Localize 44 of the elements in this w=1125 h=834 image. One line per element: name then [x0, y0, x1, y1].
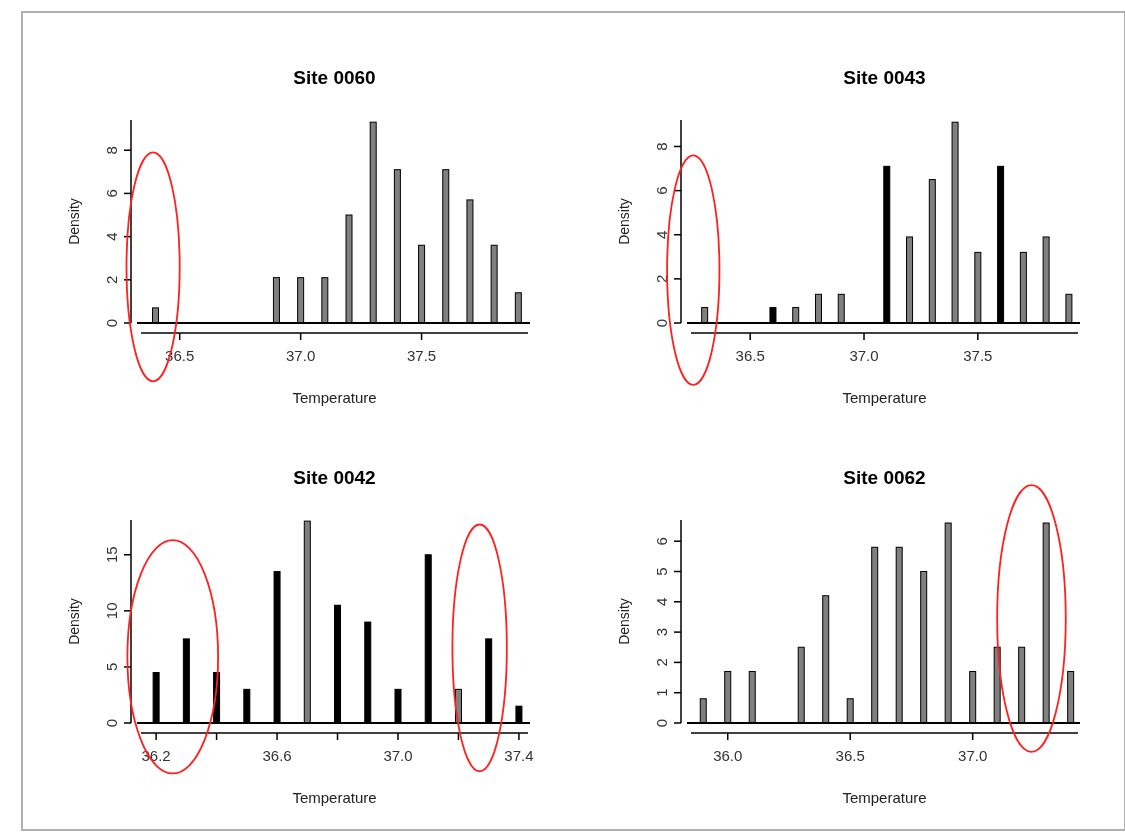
x-tick-label: 36.5: [735, 347, 765, 364]
y-tick-label: 0: [103, 318, 120, 328]
y-axis-title: Density: [616, 598, 632, 645]
x-axis-title: Temperature: [842, 789, 927, 806]
y-tick-label: 4: [653, 597, 670, 606]
y-tick-label: 2: [653, 274, 670, 284]
x-tick-label: 36.6: [262, 747, 292, 764]
chart-title: Site 0043: [843, 67, 926, 88]
y-tick-label: 10: [103, 602, 120, 620]
y-tick-label: 5: [103, 662, 120, 672]
x-tick-label: 37.0: [849, 347, 879, 364]
y-tick-label: 8: [103, 146, 120, 155]
x-tick-label: 37.0: [958, 747, 988, 764]
chart-title: Site 0042: [293, 467, 376, 488]
y-tick-label: 3: [653, 627, 670, 637]
y-tick-label: 5: [653, 567, 670, 576]
x-axis-title: Temperature: [842, 389, 927, 406]
x-tick-label: 37.5: [963, 347, 993, 364]
x-tick-label: 37.0: [383, 747, 413, 764]
y-tick-label: 6: [653, 186, 670, 195]
y-tick-label: 1: [653, 688, 670, 697]
y-axis-title: Density: [66, 198, 82, 245]
y-tick-label: 2: [653, 658, 670, 667]
y-tick-label: 8: [653, 142, 670, 151]
y-tick-label: 6: [103, 189, 120, 198]
x-tick-label: 37.0: [286, 347, 316, 364]
y-tick-label: 15: [103, 546, 120, 564]
y-tick-label: 6: [653, 537, 670, 546]
chart-title: Site 0060: [293, 67, 376, 88]
x-tick-label: 37.5: [406, 347, 437, 364]
y-tick-label: 0: [103, 718, 120, 728]
y-tick-label: 2: [103, 275, 120, 284]
y-tick-label: 4: [103, 232, 120, 241]
x-tick-label: 36.0: [713, 747, 743, 764]
y-tick-label: 0: [653, 318, 670, 328]
x-axis-title: Temperature: [292, 789, 377, 806]
x-tick-label: 37.4: [504, 747, 534, 764]
chart-title: Site 0062: [843, 467, 926, 488]
y-axis-title: Density: [66, 598, 82, 645]
y-tick-label: 0: [653, 718, 670, 728]
y-axis-title: Density: [616, 198, 632, 245]
x-axis-title: Temperature: [292, 389, 377, 406]
x-tick-label: 36.5: [835, 747, 865, 764]
y-tick-label: 4: [653, 230, 670, 239]
